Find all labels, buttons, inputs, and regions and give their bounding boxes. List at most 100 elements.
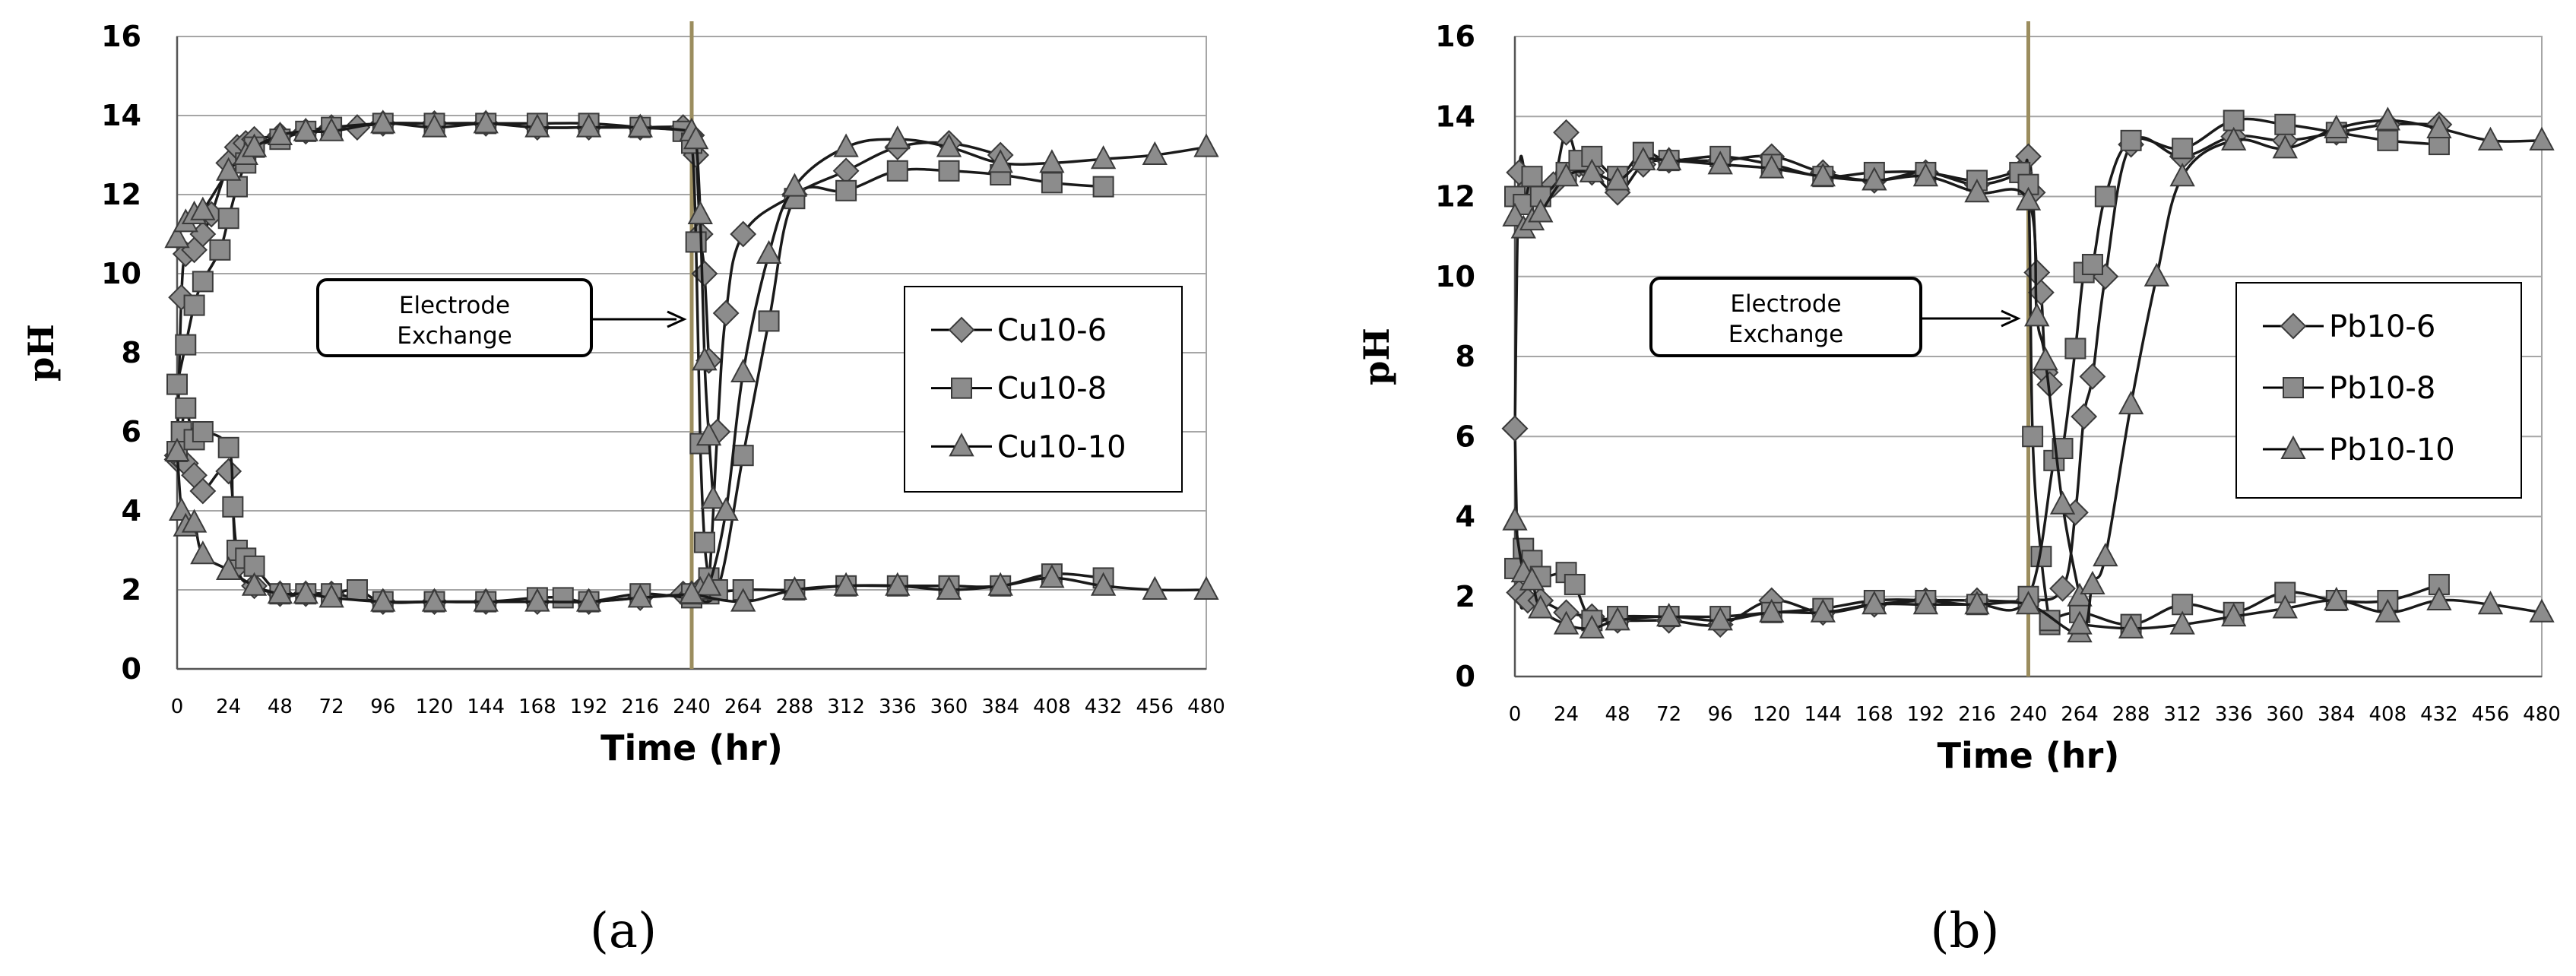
series-line-pb10-10 — [2079, 598, 2543, 630]
data-point-cu10-10 — [885, 572, 911, 596]
x-tick-label: 288 — [2112, 703, 2150, 726]
data-point-pb10-10 — [1656, 602, 1682, 627]
data-point-cu10-10 — [987, 149, 1013, 173]
data-point-pb10-10 — [2324, 114, 2349, 139]
data-point-cu10-10 — [575, 588, 602, 612]
x-tick-label: 0 — [1509, 703, 1522, 726]
legend-marker-cu10-6 — [948, 316, 975, 344]
data-point-cu10-8 — [217, 208, 239, 230]
data-point-cu10-10 — [1039, 149, 1065, 173]
data-point-pb10-8 — [2377, 129, 2399, 151]
data-point-cu10-10 — [1090, 145, 1117, 170]
data-point-cu10-8 — [346, 579, 368, 600]
data-point-cu10-8 — [938, 160, 960, 182]
data-point-cu10-10 — [473, 109, 499, 134]
data-point-pb10-10 — [2080, 570, 2105, 594]
y-tick-label: 0 — [1456, 660, 1475, 693]
x-tick-label: 312 — [2163, 703, 2201, 726]
data-point-cu10-10 — [421, 113, 448, 138]
data-point-cu10-10 — [164, 437, 190, 461]
x-tick-label: 408 — [2369, 703, 2407, 726]
data-point-cu10-10 — [1039, 564, 1065, 588]
data-point-pb10-10 — [1964, 179, 1990, 203]
x-tick-label: 144 — [1804, 703, 1842, 726]
data-point-cu10-8 — [1092, 176, 1114, 198]
data-point-cu10-10 — [181, 509, 208, 533]
data-point-pb10-10 — [1862, 166, 1887, 191]
y-tick-label: 6 — [1456, 420, 1475, 453]
data-point-pb10-10 — [1759, 598, 1785, 623]
x-tick-label: 480 — [2523, 703, 2561, 726]
data-point-pb10-10 — [2272, 594, 2298, 619]
data-point-cu10-10 — [687, 200, 713, 224]
annotation-text-line2: Exchange — [397, 322, 512, 350]
data-point-pb10-8 — [2022, 426, 2044, 448]
x-tick-label: 120 — [416, 696, 454, 718]
data-point-cu10-10 — [575, 113, 602, 138]
data-point-cu10-8 — [685, 231, 707, 253]
data-point-cu10-10 — [216, 157, 242, 181]
x-tick-label: 0 — [171, 696, 184, 718]
x-tick-label: 216 — [621, 696, 659, 718]
y-tick-label: 0 — [122, 652, 141, 686]
data-point-cu10-6 — [730, 220, 757, 248]
data-point-pb10-10 — [1553, 163, 1580, 187]
data-point-cu10-10 — [370, 109, 396, 134]
data-point-cu10-10 — [524, 113, 550, 138]
data-point-cu10-10 — [318, 584, 344, 608]
legend-label-cu10-10: Cu10-10 — [997, 429, 1126, 464]
data-point-pb10-10 — [1707, 151, 1733, 175]
legend-marker-cu10-8 — [951, 377, 972, 399]
x-tick-label: 264 — [724, 696, 762, 718]
data-point-cu10-10 — [781, 575, 808, 600]
data-point-cu10-10 — [164, 224, 190, 249]
data-point-pb10-10 — [2375, 106, 2401, 131]
data-point-cu10-10 — [833, 572, 859, 596]
data-point-pb10-6 — [2071, 403, 2098, 430]
y-tick-label: 12 — [101, 178, 141, 211]
series-line-pb10-8 — [1513, 151, 2052, 625]
data-point-pb10-10 — [1912, 591, 1939, 615]
x-tick-label: 360 — [930, 696, 968, 718]
data-point-cu10-10 — [1193, 133, 1219, 157]
data-point-pb10-10 — [1630, 147, 1656, 171]
data-point-pb10-10 — [2477, 591, 2504, 615]
data-point-pb10-10 — [1862, 591, 1887, 615]
data-point-pb10-10 — [1656, 147, 1682, 171]
data-point-cu10-8 — [222, 496, 244, 518]
data-point-cu10-10 — [627, 113, 653, 138]
data-point-cu10-10 — [695, 572, 722, 596]
data-point-pb10-8 — [2172, 138, 2194, 160]
data-point-cu10-6 — [832, 157, 860, 185]
data-point-pb10-10 — [2143, 262, 2170, 287]
x-tick-label: 72 — [1656, 703, 1681, 726]
series-line-cu10-6 — [176, 141, 1001, 604]
data-point-cu10-8 — [886, 160, 908, 182]
data-point-pb10-10 — [2169, 610, 2195, 635]
data-point-cu10-8 — [552, 587, 574, 609]
data-point-pb10-10 — [2049, 490, 2076, 515]
x-tick-label: 432 — [2420, 703, 2458, 726]
data-point-cu10-10 — [936, 133, 962, 157]
x-tick-label: 384 — [2318, 703, 2356, 726]
data-point-pb10-10 — [2375, 598, 2401, 623]
legend-label-cu10-8: Cu10-8 — [997, 372, 1107, 407]
data-point-cu10-10 — [781, 173, 808, 197]
x-tick-label: 408 — [1033, 696, 1071, 718]
data-point-pb10-10 — [2033, 347, 2058, 371]
data-point-pb10-10 — [2529, 126, 2555, 151]
data-point-pb10-6 — [1501, 415, 1529, 442]
data-point-cu10-6 — [215, 458, 242, 485]
legend-marker-pb10-10 — [2280, 435, 2306, 459]
x-tick-label: 240 — [2010, 703, 2048, 726]
data-point-pb10-10 — [1759, 154, 1785, 179]
data-point-cu10-8 — [1041, 172, 1063, 194]
y-tick-label: 8 — [122, 336, 141, 369]
data-point-cu10-10 — [1090, 572, 1117, 596]
data-point-pb10-8 — [1564, 573, 1586, 595]
data-point-pb10-10 — [2426, 586, 2452, 611]
data-point-cu10-6 — [712, 299, 740, 327]
x-tick-label: 480 — [1187, 696, 1225, 718]
